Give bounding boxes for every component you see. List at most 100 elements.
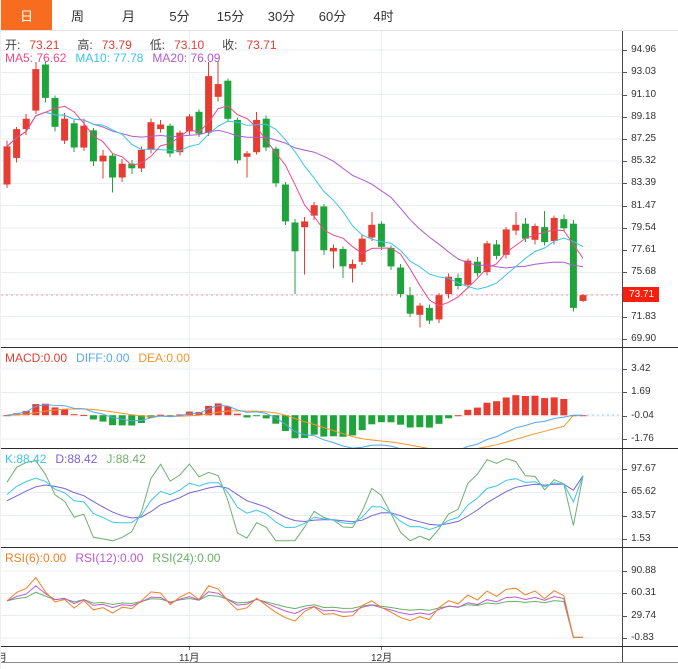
rsi-panel: RSI(6):0.00 RSI(12):0.00 RSI(24):0.00 90.8… [1,548,678,647]
y-tick-dash [623,469,628,470]
y-tick-dash [623,439,628,440]
macd-plot[interactable]: MACD:0.00 DIFF:0.00 DEA:0.00 [1,348,624,448]
y-tick-label: 29.74 [631,610,657,621]
price-axis: 94.96 93.03 91.10 89.18 87.25 85.32 83.39 81.47… [623,31,678,347]
tab-60min[interactable]: 60分 [318,8,347,24]
y-tick-dash [623,392,628,393]
x-axis-label: 12月 [371,653,393,664]
tab-month[interactable]: 月 [121,8,135,24]
y-tick-dash [623,95,628,96]
y-tick-dash [623,492,628,493]
rsi-plot[interactable]: RSI(6):0.00 RSI(12):0.00 RSI(24):0.00 [1,548,624,646]
y-tick-label: -0.83 [631,632,654,643]
time-axis-labels: 月 11月 12月 [1,647,624,664]
macd-panel: MACD:0.00 DIFF:0.00 DEA:0.00 3.42 1.69 -0.04… [1,348,678,449]
y-tick-label: 1.69 [631,386,651,397]
readout-item: K:88.42 [5,452,47,466]
readout-item: 开: 73.21 [5,38,60,52]
ma-readout-item: MA5: 76.62 [5,51,67,65]
ma-readout: MA5: 76.62 MA10: 77.78 MA20: 76.09 [5,51,229,65]
y-tick-label: 77.61 [631,244,657,255]
y-tick-label: 91.10 [631,89,657,100]
y-tick-dash [623,616,628,617]
readout-item: RSI(6):0.00 [5,551,67,565]
y-tick-label: 1.53 [631,533,651,544]
y-tick-dash [623,516,628,517]
y-tick-label: 79.54 [631,222,657,233]
macd-axis: 3.42 1.69 -0.04 -1.76 [623,348,678,448]
x-tick [189,647,190,650]
y-tick-label: 60.31 [631,587,657,598]
current-price-tag: 73.71 [623,287,660,302]
y-tick-label: -0.04 [631,410,654,421]
rsi-axis: 90.88 60.31 29.74 -0.83 [623,548,678,646]
tab-week[interactable]: 周 [70,8,84,24]
y-tick-label: 81.47 [631,200,657,211]
ohlc-readout: 开: 73.21 高: 73.79 低: 73.10 收: 73.71 [5,36,295,53]
ma-readout-item: MA10: 77.78 [75,51,144,65]
time-axis: 月 11月 12月 [1,647,678,664]
y-tick-label: 75.68 [631,266,657,277]
y-tick-label: 90.88 [631,565,657,576]
y-tick-label: -1.76 [631,433,654,444]
readout-item: RSI(12):0.00 [75,551,144,565]
y-tick-dash [623,206,628,207]
readout-item: 收: 73.71 [222,38,277,52]
y-tick-dash [623,339,628,340]
y-tick-dash [623,250,628,251]
timeframe-tabbar: 日 周 月 5分 15分 30分 60分 4时 [1,0,678,31]
kdj-axis: 97.67 65.62 33.57 1.53 [623,449,678,547]
x-tick [381,647,382,650]
y-tick-label: 33.57 [631,510,657,521]
y-tick-dash [623,593,628,594]
tab-day[interactable]: 日 [1,0,52,30]
readout-item: RSI(24):0.00 [152,551,221,565]
tab-4hour[interactable]: 4时 [373,8,394,24]
y-tick-dash [623,161,628,162]
macd-readout: MACD:0.00 DIFF:0.00 DEA:0.00 [5,351,199,365]
readout-item: MACD:0.00 [5,351,68,365]
y-tick-dash [623,638,628,639]
y-tick-label: 94.96 [631,44,657,55]
y-tick-label: 89.18 [631,111,657,122]
y-tick-dash [623,539,628,540]
tab-5min[interactable]: 5分 [169,8,190,24]
y-tick-dash [623,228,628,229]
time-axis-corner [623,647,678,662]
y-tick-dash [623,72,628,73]
y-tick-label: 71.83 [631,311,657,322]
readout-item: DEA:0.00 [138,351,190,365]
kdj-panel: K:88.42 D:88.42 J:88.42 97.67 65.62 33.57 1.5… [1,449,678,548]
y-tick-dash [623,369,628,370]
y-tick-dash [623,416,628,417]
y-tick-dash [623,317,628,318]
tab-15min[interactable]: 15分 [216,8,245,24]
y-tick-label: 85.32 [631,155,657,166]
readout-item: J:88.42 [106,452,146,466]
y-tick-label: 83.39 [631,177,657,188]
candlestick-plot[interactable]: 开: 73.21 高: 73.79 低: 73.10 收: 73.71 MA5: 76.62 M… [1,31,624,347]
y-tick-label: 3.42 [631,363,651,374]
tab-30min[interactable]: 30分 [267,8,296,24]
y-tick-dash [623,50,628,51]
ma-readout-item: MA20: 76.09 [152,51,221,65]
y-tick-dash [623,272,628,273]
readout-item: 低: 73.10 [149,38,205,52]
y-tick-label: 97.67 [631,463,657,474]
y-tick-dash [623,183,628,184]
y-tick-label: 93.03 [631,66,657,77]
candlestick-panel: 开: 73.21 高: 73.79 低: 73.10 收: 73.71 MA5: 76.62 M… [1,31,678,348]
y-tick-label: 69.90 [631,333,657,344]
readout-item: 高: 73.79 [77,38,132,52]
kdj-readout: K:88.42 D:88.42 J:88.42 [5,452,155,466]
y-tick-label: 87.25 [631,133,657,144]
y-tick-dash [623,117,628,118]
readout-item: DIFF:0.00 [76,351,130,365]
readout-item: D:88.42 [55,452,98,466]
y-tick-label: 65.62 [631,486,657,497]
y-tick-dash [623,571,628,572]
kdj-plot[interactable]: K:88.42 D:88.42 J:88.42 [1,449,624,547]
x-axis-label: 月 [1,649,7,664]
rsi-readout: RSI(6):0.00 RSI(12):0.00 RSI(24):0.00 [5,551,229,565]
